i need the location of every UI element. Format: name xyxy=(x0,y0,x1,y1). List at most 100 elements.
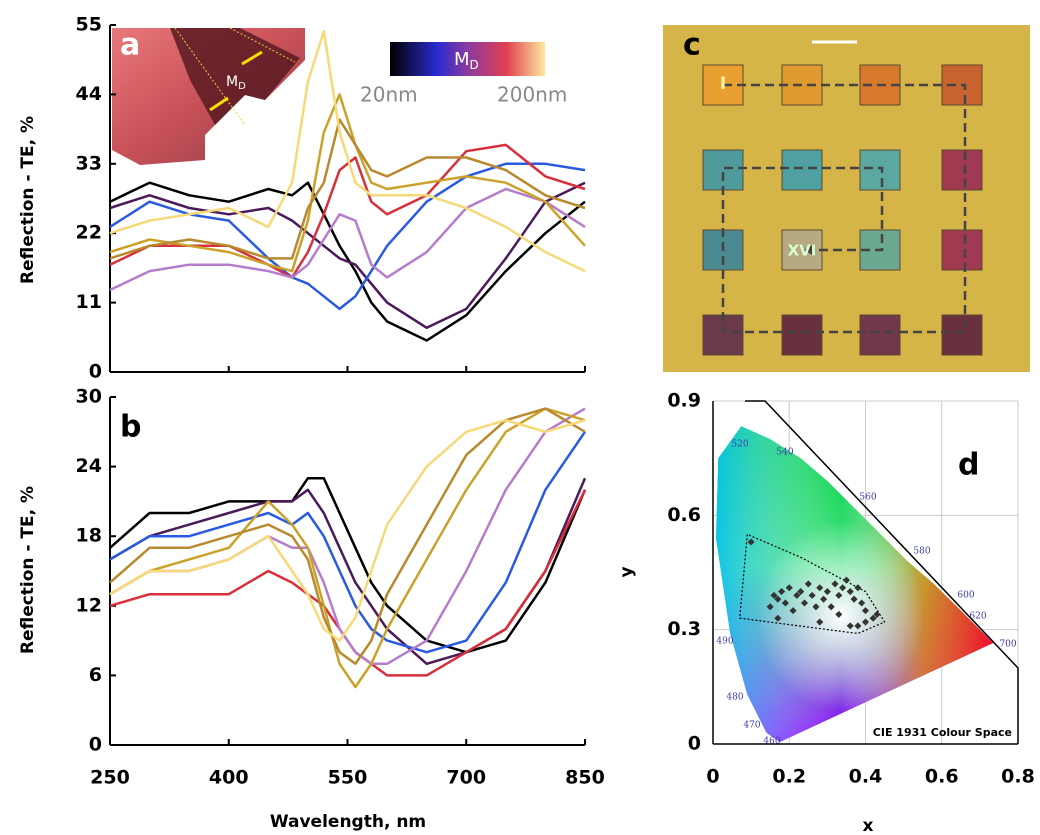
point xyxy=(774,614,782,622)
y-tick-label: 0 xyxy=(89,361,102,383)
series-line xyxy=(109,431,587,654)
point xyxy=(793,591,801,599)
x-tick-label: 0.6 xyxy=(925,766,959,788)
point xyxy=(800,599,809,607)
x-tick-label: 0.4 xyxy=(849,766,883,788)
point xyxy=(797,588,805,596)
y-tick-label: 22 xyxy=(76,222,102,244)
y-axis-label: y xyxy=(617,566,637,577)
point xyxy=(766,603,774,611)
caption: CIE 1931 Colour Space xyxy=(873,726,1012,739)
point xyxy=(854,622,862,630)
point xyxy=(747,538,755,546)
locus-label: 560 xyxy=(859,493,876,503)
y-tick-label: 0.9 xyxy=(667,390,701,412)
colorbar-min: 20nm xyxy=(360,83,418,107)
locus-label: 470 xyxy=(743,721,760,731)
point xyxy=(869,614,877,622)
x-tick-label: 0.2 xyxy=(772,766,806,788)
point xyxy=(778,588,786,596)
x-axis-label: Wavelength, nm xyxy=(270,812,426,832)
point xyxy=(839,584,847,592)
locus-label: 460 xyxy=(763,737,780,747)
y-tick-label: 0 xyxy=(89,734,102,756)
y-tick-label: 6 xyxy=(89,664,102,686)
point xyxy=(820,595,828,603)
site-marker: I xyxy=(720,74,726,94)
panel-label: a xyxy=(120,28,140,63)
series-line xyxy=(109,489,587,677)
locus-label: 480 xyxy=(726,693,743,703)
x-tick-label: 250 xyxy=(90,767,130,789)
colorbar xyxy=(390,42,545,76)
point xyxy=(816,618,824,626)
locus-label: 600 xyxy=(957,591,974,601)
point xyxy=(846,588,854,596)
point xyxy=(785,584,793,592)
point xyxy=(816,584,824,592)
inset-render: MD xyxy=(112,27,305,165)
y-tick-label: 55 xyxy=(76,14,102,36)
cie-locus xyxy=(716,400,1019,744)
point xyxy=(827,603,835,611)
y-tick-label: 11 xyxy=(76,291,102,313)
point xyxy=(835,591,843,599)
locus-label: 540 xyxy=(776,448,793,458)
locus-label: 580 xyxy=(913,547,930,557)
point xyxy=(861,607,870,615)
point xyxy=(808,591,816,599)
point xyxy=(850,595,858,603)
panel-label: b xyxy=(120,410,141,445)
locus-label: 700 xyxy=(999,640,1016,650)
point xyxy=(858,599,866,607)
y-tick-label: 0.3 xyxy=(667,618,701,640)
y-tick-label: 0.6 xyxy=(667,504,701,526)
locus-label: 490 xyxy=(716,637,733,647)
point xyxy=(774,595,782,603)
x-tick-label: 700 xyxy=(446,767,486,789)
point xyxy=(854,584,862,592)
series-line xyxy=(109,407,586,689)
point xyxy=(804,580,812,588)
point xyxy=(861,618,870,626)
y-tick-label: 30 xyxy=(76,386,102,408)
micrograph xyxy=(663,25,1030,372)
series-line xyxy=(109,476,587,654)
y-tick-label: 0 xyxy=(688,733,701,755)
locus-label: 620 xyxy=(969,612,986,622)
point xyxy=(789,607,797,615)
gamut-outline xyxy=(739,533,886,635)
y-tick-label: 24 xyxy=(76,455,102,477)
point xyxy=(842,576,850,584)
site-marker: XVI xyxy=(788,242,817,260)
x-tick-label: 400 xyxy=(209,767,249,789)
series-line xyxy=(109,187,586,292)
series-line xyxy=(109,407,586,666)
x-tick-label: 0.8 xyxy=(1001,766,1035,788)
x-tick-label: 0 xyxy=(706,766,719,788)
colorbar-label: MD xyxy=(454,49,479,72)
point xyxy=(781,599,789,607)
y-tick-label: 44 xyxy=(76,83,102,105)
x-axis-label: x xyxy=(863,816,874,835)
panel-label: c xyxy=(683,28,701,63)
series-line xyxy=(109,181,586,342)
x-tick-label: 550 xyxy=(328,767,368,789)
y-tick-label: 18 xyxy=(76,525,102,547)
locus-label: 520 xyxy=(731,440,748,450)
series-line xyxy=(109,418,586,642)
y-axis-label: Reflection - TE, % xyxy=(18,486,38,654)
y-axis-label: Reflection - TE, % xyxy=(18,116,38,284)
y-tick-label: 33 xyxy=(76,152,102,174)
point xyxy=(873,610,881,618)
point xyxy=(812,603,820,611)
series-line xyxy=(109,162,586,311)
series-line xyxy=(109,181,586,330)
x-tick-label: 850 xyxy=(565,767,605,789)
point xyxy=(770,591,778,599)
inset-label: MD xyxy=(226,74,246,92)
series-line xyxy=(109,93,586,273)
point xyxy=(823,588,831,596)
panel-label: d xyxy=(958,448,979,483)
